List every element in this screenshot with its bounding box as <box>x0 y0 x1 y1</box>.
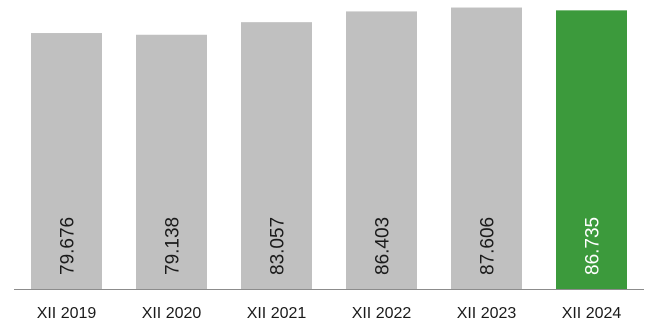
bar-xii-2021 <box>241 22 312 290</box>
x-tick-label: XII 2024 <box>562 305 622 322</box>
value-label: 87.606 <box>478 217 499 275</box>
value-label: 86.735 <box>583 217 604 275</box>
value-labels-layer: 79.676 79.138 83.057 86.403 87.606 86.735 <box>58 217 604 275</box>
x-tick-label: XII 2020 <box>142 305 202 322</box>
bar-xii-2023 <box>451 7 522 289</box>
bars-layer <box>31 7 627 290</box>
value-label: 79.138 <box>163 217 184 275</box>
x-tick-label: XII 2023 <box>457 305 517 322</box>
x-tick-label: XII 2022 <box>352 305 412 322</box>
bar-xii-2024 <box>556 10 627 290</box>
x-tick-label: XII 2021 <box>247 305 307 322</box>
x-tick-label: XII 2019 <box>37 305 97 322</box>
value-label: 86.403 <box>373 217 394 275</box>
value-label: 83.057 <box>268 217 289 275</box>
x-tick-labels: XII 2019 XII 2020 XII 2021 XII 2022 XII 2023… <box>37 305 622 322</box>
bar-xii-2020 <box>136 34 207 290</box>
bar-xii-2019 <box>31 33 102 289</box>
value-label: 79.676 <box>58 217 79 275</box>
bar-xii-2022 <box>346 11 417 289</box>
